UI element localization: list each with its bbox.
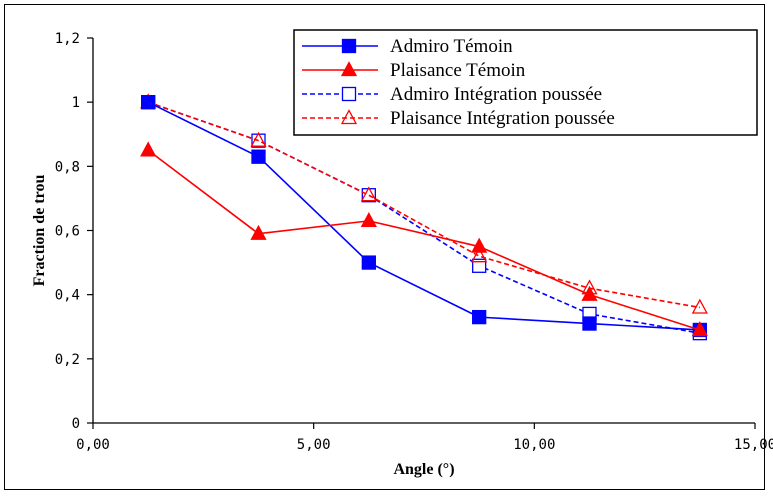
data-point <box>361 255 376 270</box>
data-point <box>360 186 377 202</box>
legend-label: Plaisance Intégration poussée <box>390 108 615 129</box>
legend-marker <box>341 38 357 54</box>
y-tick-label: 1 <box>72 95 80 111</box>
series-line <box>147 101 700 334</box>
x-tick-label: 0,00 <box>76 437 110 453</box>
data-point <box>582 316 597 331</box>
y-tick-label: 0,6 <box>55 224 80 240</box>
series-1 <box>140 141 708 337</box>
data-point <box>471 237 488 253</box>
legend: Admiro Témoin Plaisance Témoin Admiro Inté… <box>293 29 758 136</box>
y-tick-label: 0,4 <box>55 288 80 304</box>
legend-marker <box>340 61 358 77</box>
legend-box <box>293 29 758 136</box>
data-point <box>250 224 267 240</box>
data-point <box>141 95 156 110</box>
x-tick-label: 10,00 <box>513 437 555 453</box>
series-layer <box>140 93 708 341</box>
data-point <box>140 141 157 157</box>
axes: 0 0,2 0,4 0,6 0,8 1 1,2 0,00 5,00 10,00 15,00 <box>55 31 773 453</box>
y-tick-label: 0,2 <box>55 352 80 368</box>
x-tick-label: 15,00 <box>734 437 773 453</box>
legend-label: Admiro Témoin <box>390 36 513 57</box>
data-point <box>251 149 266 164</box>
data-point <box>581 285 598 301</box>
legend-marker <box>340 109 358 125</box>
data-point <box>250 131 267 147</box>
y-tick-label: 1,2 <box>55 31 80 47</box>
x-tick-label: 5,00 <box>297 437 331 453</box>
x-axis-title: Angle (°) <box>393 461 454 478</box>
series-line <box>147 149 701 331</box>
chart-frame <box>4 4 765 490</box>
series-line <box>147 101 700 309</box>
legend-marker <box>341 86 357 102</box>
legend-label: Admiro Intégration poussée <box>390 84 602 105</box>
legend-label: Plaisance Témoin <box>390 60 526 81</box>
data-point <box>691 321 708 337</box>
data-point <box>472 258 487 273</box>
data-point <box>691 298 708 314</box>
data-point <box>472 309 487 325</box>
data-point <box>471 247 488 263</box>
data-point <box>360 212 377 228</box>
y-tick-label: 0,8 <box>55 159 80 175</box>
series-line <box>147 101 700 331</box>
y-axis-title: Fraction de trou <box>31 175 48 287</box>
y-tick-label: 0 <box>72 416 80 432</box>
